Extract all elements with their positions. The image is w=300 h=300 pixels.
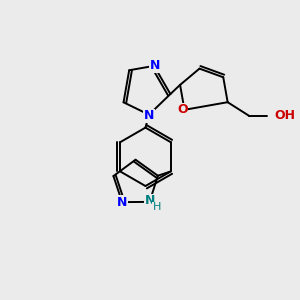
Text: N: N xyxy=(117,196,127,208)
Text: N: N xyxy=(144,109,154,122)
Text: O: O xyxy=(177,103,188,116)
Text: N: N xyxy=(150,59,160,72)
Text: N: N xyxy=(144,194,155,207)
Text: H: H xyxy=(153,202,161,212)
Text: OH: OH xyxy=(274,109,296,122)
